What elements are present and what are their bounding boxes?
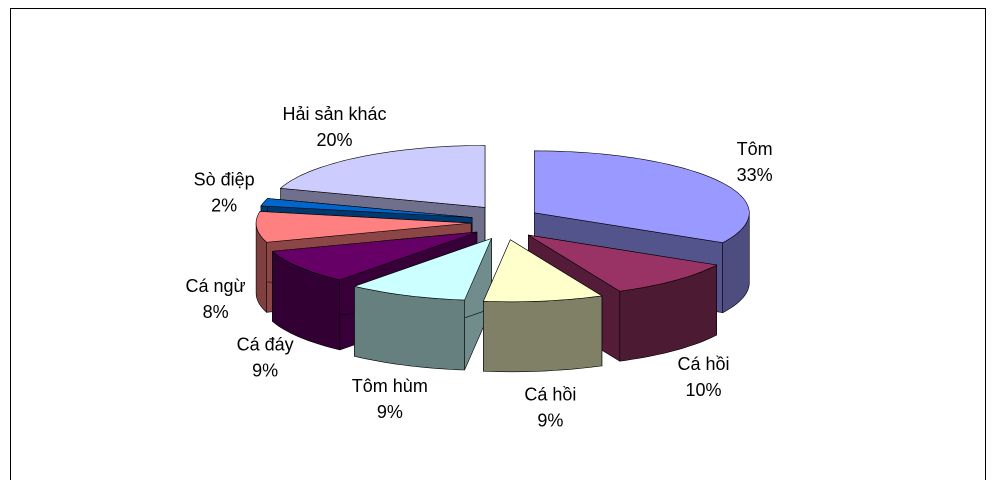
- slice-value-label: 9%: [377, 402, 403, 422]
- slice-label: Cá đáy: [237, 335, 294, 355]
- slice-label: Cá hồi: [524, 384, 576, 404]
- slice-value-label: 33%: [737, 165, 773, 185]
- slice-value-label: 20%: [317, 130, 353, 150]
- slice-label: Cá ngừ: [186, 276, 246, 296]
- slice-label: Cá hồi: [678, 354, 730, 374]
- chart-frame: [10, 8, 986, 485]
- slice: [260, 198, 473, 218]
- slice: [534, 150, 750, 244]
- slice-value-label: 2%: [211, 196, 237, 216]
- slice: [482, 239, 603, 303]
- slice: [528, 234, 718, 292]
- slice: [255, 211, 472, 243]
- slice-label: Tôm hùm: [352, 376, 428, 396]
- slice: [279, 145, 486, 208]
- slice: [271, 231, 477, 281]
- slice-value-label: 8%: [203, 302, 229, 322]
- slice-label: Hải sản khác: [283, 104, 387, 124]
- slice-label: Sò điệp: [194, 170, 255, 190]
- slice: [353, 237, 493, 301]
- slice-label: Tôm: [737, 139, 773, 159]
- slice-value-label: 9%: [252, 361, 278, 381]
- slice-value-label: 10%: [686, 380, 722, 400]
- slice-wall: [483, 295, 603, 373]
- slice-value-label: 9%: [537, 410, 563, 430]
